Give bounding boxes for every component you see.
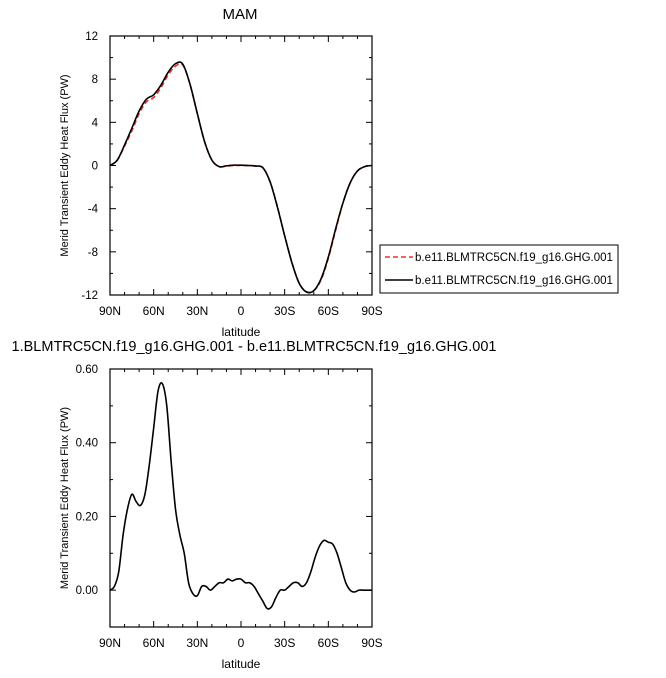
x-tick-label: 60S — [318, 636, 339, 650]
chart-bottom-difference: 1.BLMTRC5CN.f19_g16.GHG.001 - b.e11.BLMT… — [12, 339, 497, 671]
series-line-1 — [109, 382, 372, 610]
legend-label: b.e11.BLMTRC5CN.f19_g16.GHG.001 — [415, 252, 613, 264]
chart-top-mam: MAM Merid Transient Eddy Heat Flux (PW) la… — [59, 6, 619, 339]
chart-title: 1.BLMTRC5CN.f19_g16.GHG.001 - b.e11.BLMT… — [12, 339, 497, 355]
series-line-2 — [109, 61, 373, 294]
x-axis-label: latitude — [222, 657, 261, 671]
y-axis-label: Merid Transient Eddy Heat Flux (PW) — [59, 407, 71, 589]
x-axis-label: latitude — [222, 325, 261, 339]
plot-frame — [109, 35, 373, 296]
x-tick-label: 90S — [361, 636, 382, 650]
x-tick-label: 30N — [186, 636, 208, 650]
x-tick-label: 90N — [99, 636, 121, 650]
y-tick-label: -8 — [88, 247, 98, 259]
y-tick-label: 8 — [92, 74, 98, 86]
y-tick-label: 0.40 — [76, 438, 98, 450]
y-tick-label: 0 — [92, 161, 98, 173]
y-tick-label: 0.00 — [76, 585, 98, 597]
legend-label: b.e11.BLMTRC5CN.f19_g16.GHG.001 — [415, 275, 613, 287]
y-tick-label: -12 — [81, 290, 98, 302]
y-axis-label: Merid Transient Eddy Heat Flux (PW) — [59, 74, 71, 256]
x-tick-label: 60N — [143, 304, 165, 318]
x-tick-label: 30S — [274, 636, 295, 650]
y-tick-label: 12 — [85, 31, 98, 43]
x-tick-label: 0 — [238, 636, 245, 650]
y-tick-label: 4 — [92, 117, 99, 129]
x-tick-label: 60N — [143, 636, 165, 650]
legend: b.e11.BLMTRC5CN.f19_g16.GHG.001 b.e11.BLM… — [379, 244, 619, 294]
plot-frame — [109, 368, 373, 628]
x-tick-label: 90N — [99, 304, 121, 318]
x-tick-label: 30N — [186, 304, 208, 318]
y-tick-label: -4 — [88, 204, 99, 216]
y-tick-label: 0.60 — [76, 364, 98, 376]
x-tick-label: 0 — [238, 304, 245, 318]
chart-title: MAM — [223, 6, 258, 23]
x-tick-label: 30S — [274, 304, 295, 318]
x-tick-label: 60S — [318, 304, 339, 318]
y-tick-label: 0.20 — [76, 511, 98, 523]
x-tick-label: 90S — [361, 304, 382, 318]
legend-box — [379, 244, 619, 294]
